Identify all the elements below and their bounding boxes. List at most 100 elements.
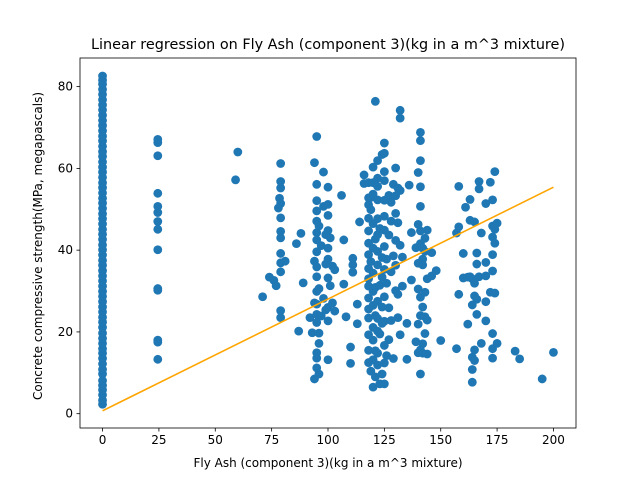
scatter-point: [153, 224, 163, 234]
data-points: [98, 71, 558, 409]
scatter-point: [416, 202, 425, 211]
scatter-point: [153, 202, 163, 211]
scatter-point: [153, 134, 163, 144]
scatter-point: [402, 354, 412, 364]
scatter-point: [364, 226, 373, 236]
y-tick-label: 60: [58, 161, 73, 175]
scatter-point: [312, 247, 322, 257]
x-tick-label: 25: [151, 433, 166, 447]
scatter-point: [355, 217, 364, 227]
scatter-point: [416, 182, 425, 192]
scatter-point: [312, 262, 322, 272]
scatter-point: [379, 138, 389, 148]
scatter-point: [339, 279, 349, 289]
scatter-point: [368, 335, 378, 345]
scatter-point: [393, 218, 403, 228]
scatter-point: [452, 344, 461, 354]
scatter-point: [364, 313, 373, 323]
scatter-point: [436, 336, 446, 345]
scatter-point: [476, 338, 486, 348]
scatter-point: [398, 281, 407, 291]
scatter-point: [323, 273, 333, 283]
scatter-point: [384, 335, 394, 345]
scatter-point: [323, 355, 333, 365]
scatter-point: [379, 176, 389, 186]
scatter-point: [377, 369, 387, 379]
scatter-point: [294, 326, 304, 336]
scatter-point: [395, 186, 405, 195]
scatter-point: [298, 278, 308, 288]
scatter-point: [348, 267, 358, 277]
scatter-point: [373, 260, 382, 270]
scatter-point: [393, 289, 403, 299]
scatter-point: [395, 330, 405, 340]
scatter-point: [384, 190, 394, 200]
x-tick-label: 150: [429, 433, 452, 447]
scatter-point: [325, 281, 335, 291]
scatter-point: [379, 242, 389, 251]
scatter-point: [373, 195, 382, 205]
scatter-point: [379, 316, 389, 326]
scatter-point: [537, 374, 547, 384]
scatter-point: [233, 147, 243, 157]
scatter-point: [364, 293, 373, 303]
scatter-point: [467, 365, 477, 374]
scatter-point: [341, 312, 351, 322]
scatter-point: [407, 275, 416, 285]
scatter-point: [465, 195, 475, 204]
scatter-point: [339, 235, 349, 245]
scatter-point: [325, 233, 335, 243]
scatter-point: [470, 356, 479, 365]
scatter-point: [312, 132, 322, 141]
scatter-point: [352, 319, 362, 329]
scatter-point: [474, 177, 484, 186]
scatter-point: [231, 175, 240, 185]
scatter-point: [312, 179, 322, 189]
scatter-point: [346, 359, 355, 368]
scatter-point: [368, 382, 378, 392]
scatter-point: [418, 302, 428, 312]
scatter-point: [416, 136, 425, 145]
scatter-point: [314, 284, 324, 293]
scatter-point: [476, 228, 486, 238]
scatter-point: [395, 105, 405, 115]
scatter-point: [271, 281, 281, 291]
scatter-point: [490, 288, 500, 298]
y-tick-label: 0: [65, 407, 73, 421]
scatter-point: [420, 233, 430, 243]
x-tick-label: 175: [486, 433, 509, 447]
scatter-point: [373, 360, 382, 370]
scatter-point: [379, 292, 389, 302]
scatter-point: [375, 280, 385, 290]
x-tick-label: 125: [373, 433, 396, 447]
scatter-point: [280, 256, 290, 266]
plot-frame: [79, 57, 577, 429]
scatter-point: [153, 208, 163, 217]
scatter-point: [416, 156, 425, 166]
scatter-point: [416, 369, 425, 379]
scatter-point: [153, 335, 163, 345]
scatter-point: [427, 248, 437, 258]
scatter-point: [422, 349, 432, 359]
scatter-point: [510, 346, 520, 356]
scatter-point: [402, 318, 412, 328]
scatter-point: [276, 226, 286, 236]
scatter-point: [276, 306, 286, 316]
scatter-point: [416, 128, 425, 137]
scatter-point: [312, 196, 322, 206]
scatter-point: [379, 358, 389, 368]
scatter-point: [481, 258, 491, 267]
scatter-point: [488, 353, 497, 363]
scatter-point: [386, 197, 396, 207]
scatter-point: [366, 205, 376, 215]
scatter-point: [153, 354, 163, 364]
scatter-point: [330, 306, 340, 316]
scatter-point: [431, 266, 441, 275]
scatter-point: [481, 316, 491, 326]
scatter-point: [310, 158, 319, 168]
scatter-point: [312, 348, 322, 358]
scatter-point: [391, 208, 401, 218]
scatter-point: [370, 372, 380, 382]
scatter-point: [407, 228, 416, 237]
